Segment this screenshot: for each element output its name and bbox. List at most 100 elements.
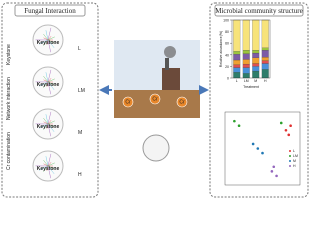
cr-particle [122,96,134,108]
title-box [14,4,86,17]
edge [47,165,55,174]
x-axis-label: Treatment [243,85,259,89]
bar-segment [252,57,260,64]
edge [46,39,49,45]
title-box [214,4,304,17]
bar-segment [252,19,260,51]
edge [46,165,49,171]
edge [47,120,55,125]
point [251,142,255,146]
point [233,119,236,123]
edge [43,33,49,41]
right-frame [209,2,309,198]
edge [47,165,51,179]
y-axis-label: Relative abundance(%) [219,31,223,67]
edge [47,153,52,167]
edge [45,30,49,41]
edge [43,123,49,130]
legend-swatch [289,165,291,167]
point [237,124,241,127]
cr-particle [176,96,188,108]
keystone-label: Keystone [37,166,60,172]
sky [114,40,200,90]
point [284,128,288,132]
cr-label: Cr [152,97,158,103]
edge [47,36,55,41]
edge [47,123,51,137]
edge [47,27,52,41]
edge [38,165,49,171]
y-tick-label: 60 [225,42,229,46]
group-label: M [78,130,82,136]
axes-frame [224,111,301,186]
edge [46,123,49,129]
axes-frame [231,19,271,79]
bar-segment [233,54,241,61]
bar-segment [233,51,241,55]
bar-segment [233,67,241,73]
edge [47,123,55,128]
microbe-circle [142,134,170,162]
edge [45,72,49,83]
bar-segment [261,63,269,70]
group-label: L [78,46,81,52]
edge [47,39,51,53]
chimney [165,58,169,70]
group-label: LM [78,88,85,94]
y-tick-label: 80 [225,30,229,34]
bar-segment [242,59,250,65]
point [287,133,291,137]
edge [43,163,49,167]
legend-swatch [289,155,291,157]
keystone-label: Keystone [37,82,60,88]
bar-segment [242,50,250,54]
bar-segment [233,59,241,65]
edge [47,39,55,48]
bar-segment [261,19,269,48]
bar-segment [252,52,260,58]
legend-label: H [293,164,296,168]
bar-segment [252,66,260,72]
edge [47,111,52,125]
edge [43,165,49,172]
cr-label: Cr [179,100,185,106]
bar-segment [252,50,260,54]
x-tick-label: M [254,79,257,83]
bar-segment [261,60,269,64]
cr-particle [149,93,161,105]
right-title: Microbial community structure [215,7,302,15]
edge [45,114,49,125]
side-label: Cr contamination [6,132,12,170]
bar-segment [242,67,250,74]
edge [43,37,49,41]
edge [46,81,49,87]
edge [47,69,52,83]
y-tick-label: 0 [227,77,229,81]
edge [38,81,49,87]
edge [47,78,52,83]
legend-label: L [293,149,295,153]
point [275,174,278,178]
bar-segment [252,70,260,79]
point [279,121,283,125]
point [256,147,260,150]
edge [43,75,49,83]
bar-segment [233,64,241,68]
point [289,124,292,127]
keystone-label: Keystone [37,40,60,46]
edge [47,81,51,95]
edge [47,78,55,83]
side-label: Keystone [6,44,12,65]
bar-segment [233,72,241,79]
bar-segment [252,63,260,67]
edge [43,159,49,167]
cr-label: Cr [125,100,131,106]
side-label: Network interaction [6,77,12,120]
left-frame [1,2,99,198]
edge [47,39,55,44]
y-tick-label: 20 [225,65,229,69]
edge [38,39,49,45]
legend-swatch [289,150,291,152]
bar-segment [233,19,241,52]
edge [47,81,55,86]
